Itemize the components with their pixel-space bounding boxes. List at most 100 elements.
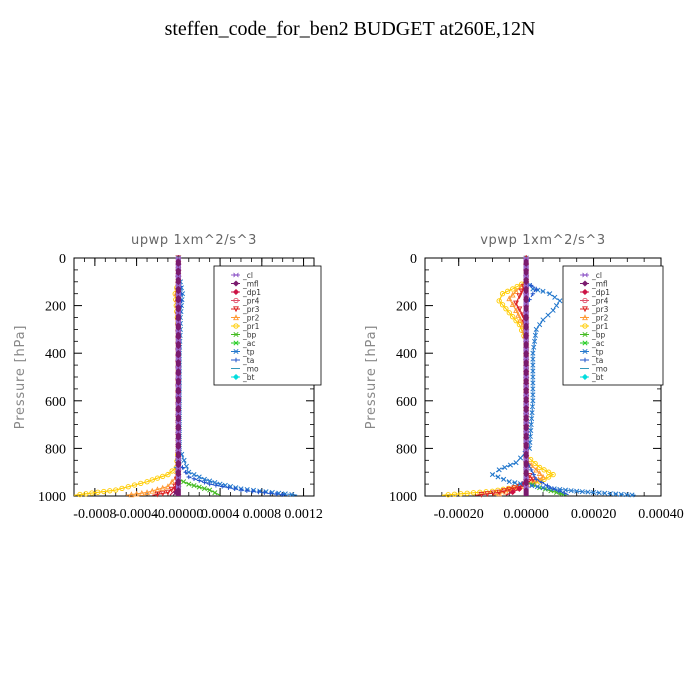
series-point	[531, 472, 536, 477]
series-point	[159, 484, 166, 491]
legend-swatch-marker	[582, 340, 588, 346]
legend-label: _pr3	[242, 305, 260, 314]
legend-swatch-marker	[582, 348, 588, 355]
series-point	[164, 483, 171, 490]
series-point	[529, 283, 534, 288]
series-point	[523, 484, 529, 490]
series-point	[511, 485, 518, 492]
series-point	[133, 490, 140, 497]
series-point	[175, 484, 181, 490]
series-point	[478, 491, 485, 498]
series-point	[558, 491, 565, 497]
series-point	[464, 490, 470, 496]
series-point	[186, 481, 192, 487]
series-point	[506, 479, 512, 485]
legend-swatch-marker	[233, 314, 239, 321]
series-point	[530, 362, 536, 368]
series-point	[532, 338, 538, 344]
series-point	[523, 410, 529, 417]
series-point	[540, 473, 546, 480]
legend-box	[213, 265, 322, 386]
series-point	[262, 490, 267, 495]
series-point	[523, 291, 529, 298]
series-point	[219, 484, 225, 489]
series-point	[518, 288, 525, 295]
series-point	[244, 488, 250, 493]
series-point	[183, 463, 189, 469]
series-point	[523, 447, 529, 454]
series-point	[540, 317, 546, 323]
series-point	[529, 404, 536, 410]
series-point	[512, 480, 518, 486]
series-point	[175, 410, 181, 417]
series-point	[499, 302, 506, 308]
legend-label: _bt	[242, 373, 255, 382]
series-point	[523, 429, 529, 435]
series-point	[89, 490, 95, 496]
series-point	[165, 471, 171, 478]
series-point	[607, 491, 613, 497]
x-tick-label: 0.0008	[243, 507, 282, 522]
series-point	[495, 474, 501, 480]
series-point	[149, 477, 155, 483]
y-tick-label: 0	[410, 252, 417, 267]
x-tick-label: 0.0004	[201, 507, 240, 522]
series-point	[529, 416, 535, 422]
series-point	[175, 291, 181, 298]
series-point	[268, 491, 273, 496]
series-point	[175, 319, 181, 325]
legend-label: _pr1	[591, 322, 609, 331]
chart-title: upwp 1xm^2/s^3	[131, 233, 257, 248]
series-point	[175, 383, 181, 389]
series-point	[169, 468, 175, 474]
series-point	[530, 392, 536, 398]
series-point	[191, 476, 197, 481]
series-point	[196, 484, 202, 490]
series-point	[175, 392, 181, 399]
series-point	[506, 486, 513, 493]
series-point	[530, 380, 536, 386]
series-point	[523, 374, 529, 380]
series-point	[144, 479, 150, 485]
series-point	[523, 282, 529, 289]
series-point	[556, 488, 561, 494]
series-point	[501, 476, 507, 482]
legend-label: _cl	[591, 271, 602, 280]
series-point	[568, 488, 574, 494]
series-point	[523, 392, 529, 399]
series-point	[196, 474, 202, 480]
series-point	[212, 490, 218, 496]
y-tick-label: 800	[45, 442, 66, 457]
series-cl	[175, 255, 181, 496]
series-line	[178, 286, 288, 496]
series-point	[553, 303, 560, 309]
series-point	[175, 419, 181, 426]
series-point	[529, 483, 535, 489]
legend-label: _tp	[242, 348, 255, 357]
series-point	[197, 478, 202, 483]
series-point	[574, 488, 580, 494]
series-point	[154, 486, 161, 493]
x-tick-label: -0.00020	[434, 507, 484, 522]
series-point	[534, 477, 539, 482]
series-point	[489, 472, 495, 478]
y-axis-label: Pressure [hPa]	[13, 325, 28, 429]
series-point	[540, 485, 546, 491]
series-point	[175, 300, 181, 307]
series-point	[226, 485, 231, 490]
series-point	[523, 465, 529, 472]
legend-label: _dp1	[591, 288, 610, 297]
series-point	[289, 492, 295, 498]
series-point	[175, 310, 181, 316]
series-point	[144, 489, 150, 496]
series-point	[516, 306, 523, 313]
y-tick-label: 1000	[38, 490, 66, 505]
series-point	[530, 374, 536, 380]
series-point	[618, 491, 624, 497]
series-point	[545, 312, 551, 318]
legend-swatch-marker	[232, 280, 240, 287]
series-point	[191, 483, 197, 489]
series-pr2	[126, 278, 182, 498]
series-point	[458, 491, 464, 497]
